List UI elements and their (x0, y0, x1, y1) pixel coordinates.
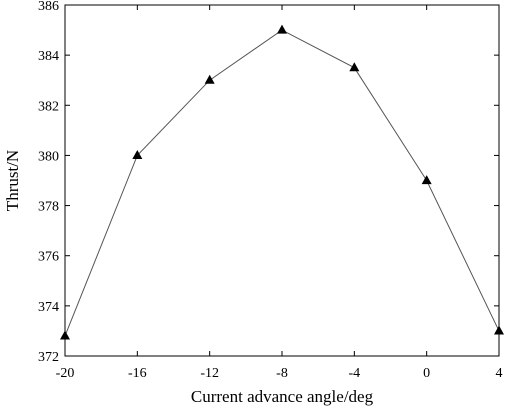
y-axis-label: Thrust/N (3, 150, 22, 211)
x-axis-label: Current advance angle/deg (191, 387, 374, 406)
y-tick-label: 380 (38, 149, 59, 164)
y-tick-label: 376 (38, 250, 59, 265)
y-tick-label: 382 (38, 99, 59, 114)
y-tick-label: 384 (38, 49, 59, 64)
data-point-marker (204, 74, 215, 84)
data-point-marker (421, 175, 432, 185)
y-tick-label: 378 (38, 200, 59, 215)
x-tick-label: -8 (276, 366, 288, 381)
x-tick-label: -12 (200, 366, 219, 381)
data-series (60, 24, 504, 340)
plot-frame (64, 4, 500, 357)
x-tick-label: -20 (56, 366, 75, 381)
data-point-marker (277, 24, 287, 34)
y-tick-label: 372 (38, 350, 59, 365)
series-line (64, 29, 500, 337)
x-tick-label: 0 (423, 366, 430, 381)
data-point-marker (494, 325, 504, 335)
y-tick-label: 374 (38, 300, 59, 315)
plot-area (64, 4, 500, 357)
x-tick-label: -16 (128, 366, 147, 381)
axis-ticks: -20 -16 -12 -8 -4 0 4 372 374 376 378 380 382 384 386 (38, 0, 503, 381)
data-point-marker (349, 62, 360, 72)
x-tick-label: -4 (348, 366, 360, 381)
y-tick-label: 386 (38, 0, 59, 14)
data-point-marker (132, 150, 143, 160)
data-point-marker (60, 330, 70, 340)
x-tick-label: 4 (496, 366, 503, 381)
